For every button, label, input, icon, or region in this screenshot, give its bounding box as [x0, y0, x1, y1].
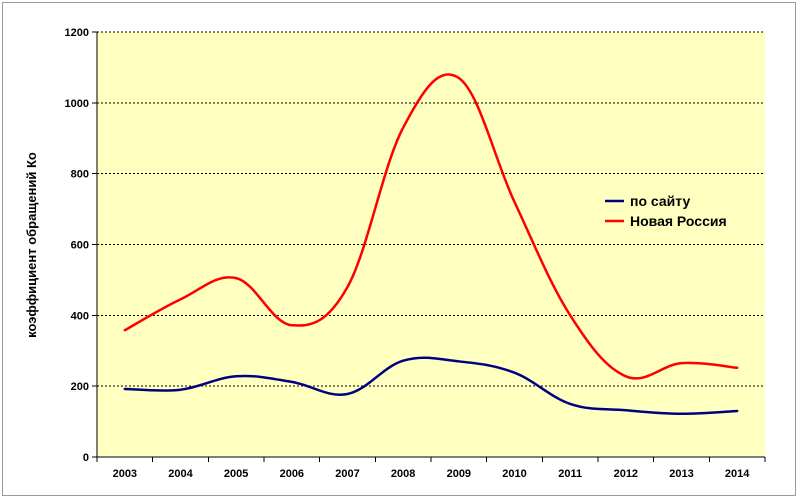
legend-label-2: Новая Россия [630, 213, 727, 229]
series-line-1 [123, 356, 739, 416]
x-tick-label: 2007 [335, 468, 359, 480]
y-tick-label: 1000 [65, 98, 89, 110]
y-tick-label: 600 [71, 240, 89, 252]
x-tick-label: 2005 [224, 468, 248, 480]
y-tick-label: 200 [71, 381, 89, 393]
x-tick-label: 2013 [669, 468, 693, 480]
x-tick-label: 2008 [391, 468, 415, 480]
series-lines [123, 73, 739, 416]
x-tick-label: 2014 [725, 468, 750, 480]
x-axis-ticks: 2003 2004 2005 2006 2007 2008 2009 2010 2011 2012… [96, 457, 766, 480]
x-tick-label: 2004 [168, 468, 193, 480]
legend-label-1: по сайту [630, 193, 690, 209]
x-tick-label: 2011 [558, 468, 582, 480]
y-tick-label: 0 [83, 452, 89, 464]
x-tick-label: 2003 [113, 468, 137, 480]
y-axis-ticks: 0 200 400 600 800 1000 1200 [65, 27, 97, 464]
x-tick-label: 2006 [280, 468, 304, 480]
x-tick-label: 2012 [614, 468, 638, 480]
legend: по сайту Новая Россия [605, 193, 727, 229]
x-tick-label: 2009 [447, 468, 471, 480]
y-tick-label: 800 [71, 169, 89, 181]
y-axis-label: коэффициент обращений Ко [24, 152, 39, 338]
series-line-2 [123, 73, 739, 380]
y-tick-label: 1200 [65, 27, 89, 39]
x-tick-label: 2010 [502, 468, 526, 480]
y-tick-label: 400 [71, 310, 89, 322]
grid-lines [97, 31, 765, 387]
